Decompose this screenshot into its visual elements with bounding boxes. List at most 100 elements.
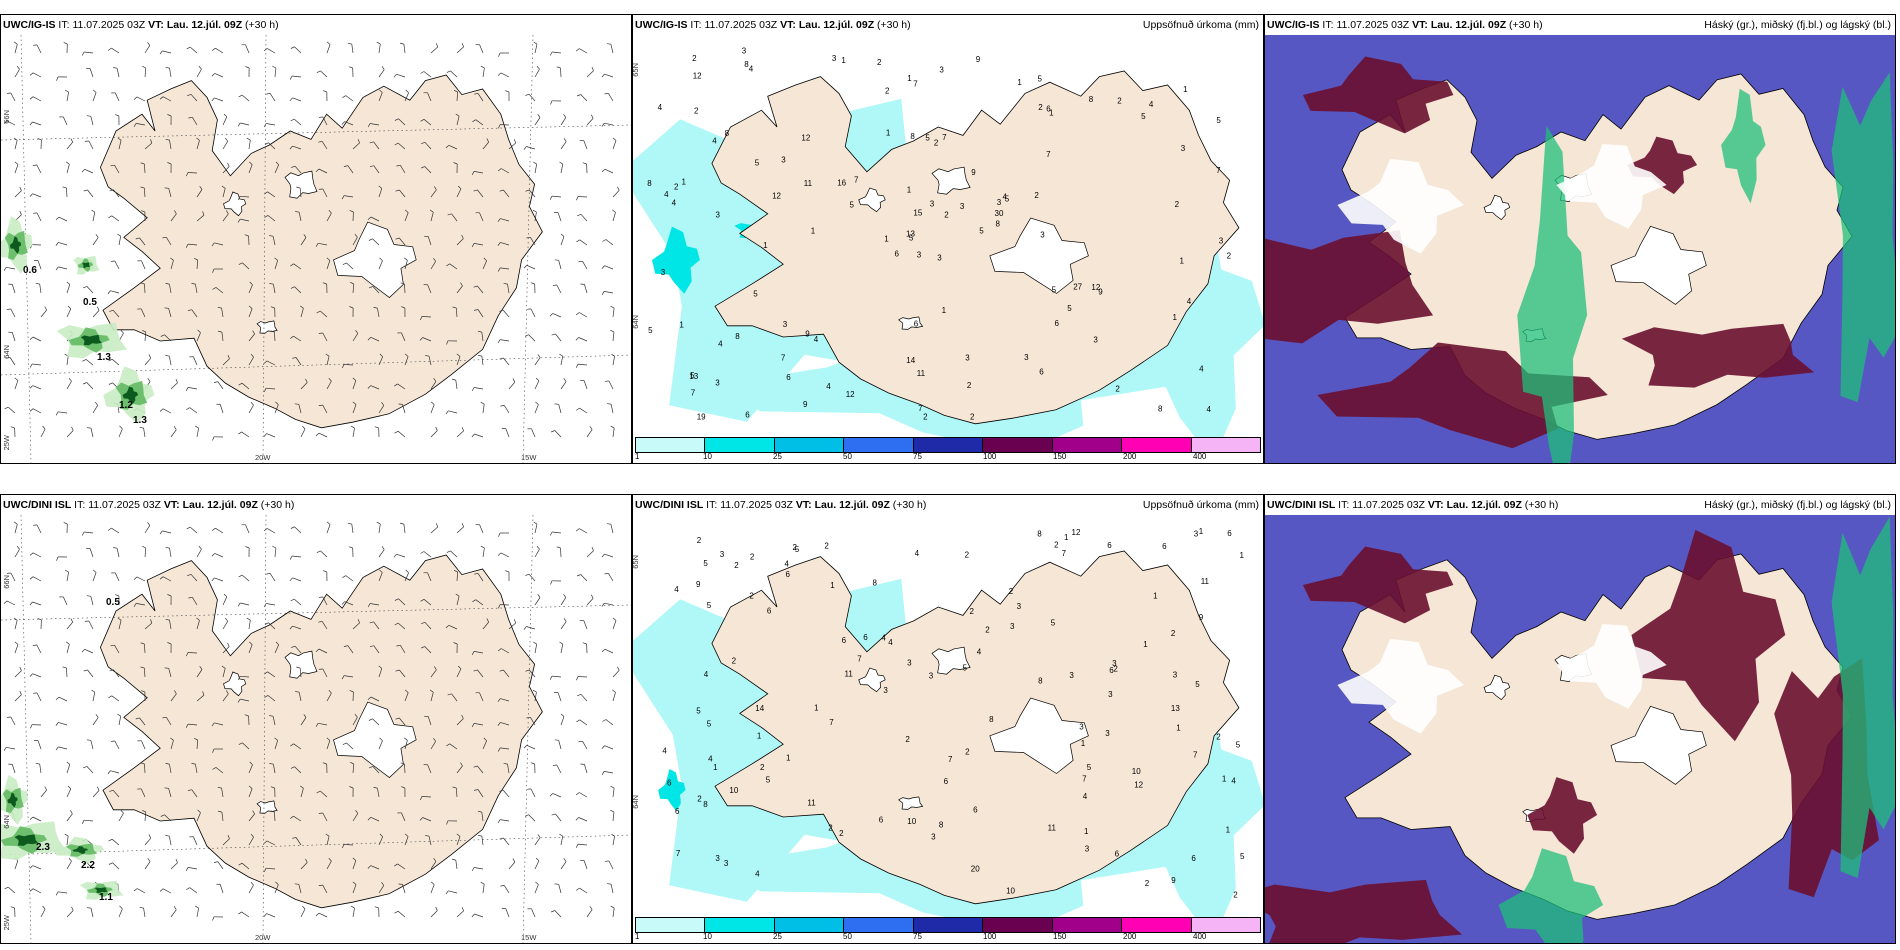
- wind-barb: [326, 740, 331, 750]
- wind-barb: [144, 811, 147, 822]
- wind-barb-feather: [113, 547, 118, 549]
- wind-barb: [144, 763, 146, 774]
- wind-barb: [10, 92, 16, 102]
- vt-label: VT:: [163, 499, 180, 511]
- precip-value: 6: [944, 777, 949, 786]
- wind-barb: [196, 428, 199, 438]
- wind-barb: [370, 216, 380, 222]
- wind-barb: [501, 648, 510, 654]
- wind-barb: [273, 284, 276, 294]
- wind-barb-feather: [32, 164, 37, 166]
- lon-label-25w: 25W: [2, 915, 11, 931]
- wind-barb: [86, 286, 94, 294]
- precip-value: 1: [1226, 825, 1231, 834]
- wind-barb: [215, 767, 224, 774]
- wind-barb-feather: [270, 810, 275, 813]
- wind-barb: [378, 44, 381, 54]
- wind-barb-feather: [533, 521, 538, 525]
- wind-barb-feather: [348, 546, 353, 549]
- wind-barb-feather: [556, 546, 561, 549]
- wind-barb: [474, 867, 484, 870]
- wind-barb: [294, 165, 302, 174]
- wind-barb: [404, 92, 409, 102]
- wind-barb-feather: [497, 819, 501, 824]
- wind-barb: [604, 122, 614, 126]
- wind-barb-feather: [523, 745, 528, 749]
- wind-barb: [36, 212, 42, 222]
- wind-barb: [162, 530, 172, 534]
- precip-value: 3: [715, 379, 720, 388]
- wind-barb-feather: [140, 186, 145, 189]
- wind-barb: [66, 381, 72, 390]
- wind-barb: [482, 621, 489, 630]
- wind-barb-feather: [109, 789, 114, 792]
- wind-barb: [14, 860, 19, 870]
- wind-barb: [399, 669, 406, 678]
- precip-value: 2: [732, 657, 737, 666]
- wind-barb: [169, 764, 172, 774]
- wind-barb-feather: [117, 617, 122, 621]
- precip-value: 7: [829, 718, 834, 727]
- wind-barb: [321, 621, 328, 630]
- wind-barb: [474, 433, 484, 438]
- vt-value: Lau. 12.júl. 09Z: [1430, 19, 1507, 31]
- wind-barb: [111, 358, 120, 366]
- vt-label: VT:: [780, 19, 796, 31]
- wind-barb: [222, 213, 229, 222]
- wind-barb-feather: [471, 433, 475, 438]
- wind-barb-feather: [109, 309, 114, 312]
- parallel-line-0: [1, 124, 631, 141]
- wind-barb: [505, 428, 510, 438]
- wind-barb: [187, 723, 198, 726]
- wind-barb: [482, 740, 487, 750]
- wind-barb-feather: [394, 863, 398, 867]
- wind-barb: [14, 164, 19, 174]
- wind-barb: [66, 356, 69, 366]
- wind-barb: [326, 44, 331, 54]
- lat-label-64n: 64N: [632, 315, 640, 329]
- wind-barb-feather: [575, 792, 580, 796]
- wind-barb-feather: [227, 642, 230, 647]
- wind-barb: [62, 116, 68, 126]
- wind-barb-feather: [263, 840, 268, 844]
- wind-barb: [39, 284, 42, 294]
- wind-barb: [66, 836, 69, 846]
- wind-barb-feather: [86, 739, 91, 741]
- wind-barb-feather: [227, 354, 230, 359]
- wind-barb-feather: [217, 330, 222, 333]
- precip-value: 7: [1046, 150, 1051, 159]
- wind-barb: [451, 693, 458, 702]
- wind-barb-feather: [95, 714, 99, 718]
- wind-barb: [169, 836, 172, 846]
- wind-barb: [504, 405, 510, 414]
- wind-barb-feather: [368, 766, 374, 769]
- wind-barb: [456, 116, 460, 126]
- wind-barb: [40, 309, 47, 318]
- wind-barb: [166, 237, 172, 246]
- precip-value: 3: [715, 854, 720, 863]
- wind-barb-feather: [212, 767, 217, 770]
- wind-barb-feather: [13, 617, 18, 621]
- wind-barb-feather: [197, 809, 201, 813]
- wind-barb: [37, 740, 42, 750]
- wind-barb: [164, 334, 172, 342]
- wind-barb: [32, 601, 42, 606]
- wind-barb: [423, 599, 432, 606]
- legend-tick: 10: [703, 932, 712, 941]
- wind-barb: [196, 549, 202, 558]
- gust-area-dark: [7, 792, 18, 808]
- wind-barb-feather: [159, 888, 164, 892]
- precip-value: 3: [742, 46, 747, 55]
- wind-barb: [530, 237, 536, 246]
- precip-map: 1135468761095566578456611784556320117713…: [633, 515, 1263, 919]
- wind-barb-feather: [393, 73, 397, 78]
- gust-contour-label: 2.3: [36, 842, 50, 853]
- wind-barb-feather: [62, 666, 67, 669]
- lat-label-64n: 64N: [632, 795, 640, 809]
- wind-barb-feather: [65, 641, 70, 645]
- wind-barb: [32, 193, 42, 198]
- wind-barb: [136, 576, 146, 582]
- wind-barb: [404, 356, 409, 366]
- wind-barb-feather: [295, 211, 300, 213]
- legend-tick: 50: [843, 932, 852, 941]
